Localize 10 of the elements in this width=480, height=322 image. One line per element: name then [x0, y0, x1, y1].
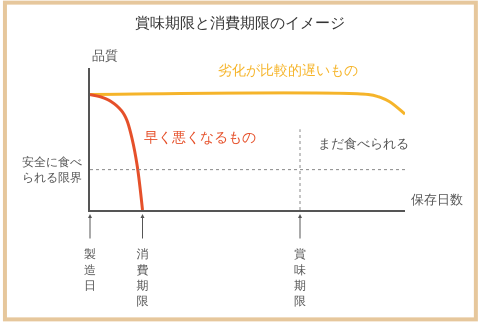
- x-tick-label: 製造日: [84, 247, 96, 292]
- x-tick-label: 賞味期限: [294, 247, 306, 308]
- ref-line-label: 安全に食べられる限界: [22, 155, 82, 185]
- y-axis-title: 品質: [92, 49, 118, 64]
- annotation: まだ食べられる: [318, 137, 409, 152]
- series-label: 劣化が比較的遅いもの: [218, 63, 358, 79]
- x-axis-title: 保存日数: [411, 193, 463, 208]
- chart-title: 賞味期限と消費期限のイメージ: [135, 14, 345, 32]
- x-tick-label: 消費期限: [136, 247, 148, 308]
- series-label: 早く悪くなるもの: [144, 130, 256, 146]
